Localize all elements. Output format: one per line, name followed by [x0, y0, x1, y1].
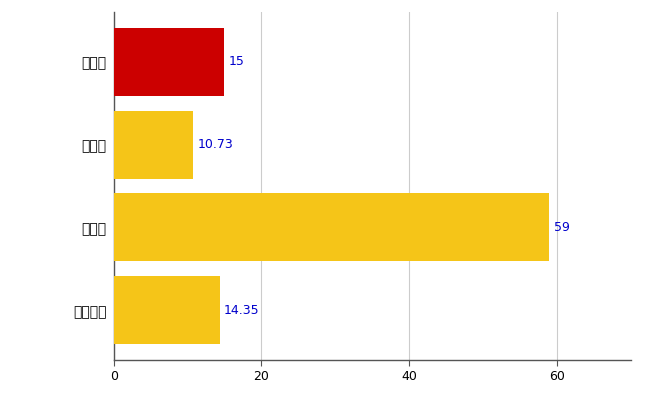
Bar [114, 28, 224, 96]
Text: 10.73: 10.73 [198, 138, 233, 151]
Bar [114, 111, 193, 178]
Text: 15: 15 [229, 55, 245, 68]
Text: 14.35: 14.35 [224, 304, 260, 317]
Bar [114, 276, 220, 344]
Text: 59: 59 [554, 221, 569, 234]
Bar [114, 194, 549, 262]
